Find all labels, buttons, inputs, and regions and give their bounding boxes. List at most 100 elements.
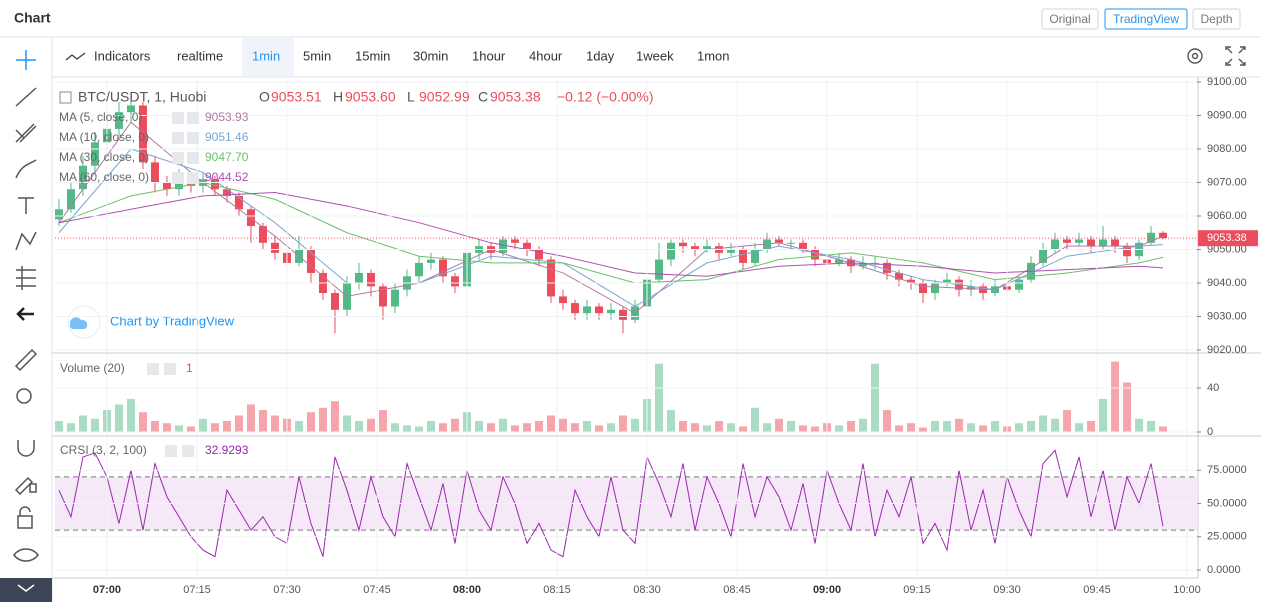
legend-settings[interactable] bbox=[172, 132, 184, 144]
candle-body bbox=[270, 242, 279, 253]
interval-button[interactable]: 5min bbox=[303, 48, 331, 63]
collapse-button[interactable] bbox=[0, 578, 52, 602]
interval-button[interactable]: 4hour bbox=[529, 48, 563, 63]
interval-button[interactable]: 1min bbox=[252, 48, 280, 63]
candle-body bbox=[78, 165, 87, 190]
candle-body bbox=[871, 262, 880, 264]
line-tool[interactable] bbox=[15, 87, 37, 107]
back-tool[interactable] bbox=[16, 307, 34, 321]
legend-collapse[interactable] bbox=[59, 91, 72, 104]
volume-bar bbox=[354, 421, 363, 432]
volume-bar bbox=[655, 363, 664, 432]
volume-bar bbox=[414, 426, 423, 432]
last-price-label: 9053.38 bbox=[1207, 232, 1247, 244]
candle-body bbox=[378, 286, 387, 307]
y-tick-label: 0.0000 bbox=[1207, 564, 1241, 576]
candle-body bbox=[799, 242, 808, 250]
interval-button[interactable]: 30min bbox=[413, 48, 448, 63]
zoom-tool[interactable] bbox=[16, 388, 32, 404]
y-tick-label: 9080.00 bbox=[1207, 143, 1247, 155]
y-tick-label: 9050.00 bbox=[1207, 243, 1247, 255]
x-tick-label: 08:45 bbox=[723, 584, 751, 596]
candle-body bbox=[943, 279, 952, 283]
legend-close[interactable] bbox=[187, 132, 199, 144]
candle-body bbox=[210, 179, 219, 190]
legend-close[interactable] bbox=[187, 112, 199, 124]
volume-bar bbox=[715, 421, 724, 432]
volume-bar bbox=[775, 418, 784, 432]
volume-bar bbox=[907, 423, 916, 432]
ma-line bbox=[58, 181, 1164, 284]
legend-settings[interactable] bbox=[165, 445, 177, 457]
text-tool[interactable] bbox=[18, 197, 34, 214]
legend-settings[interactable] bbox=[172, 112, 184, 124]
volume-bar bbox=[582, 421, 591, 432]
crosshair-tool[interactable] bbox=[16, 50, 36, 70]
header-button[interactable]: Original bbox=[1049, 12, 1090, 26]
volume-bar bbox=[1159, 426, 1168, 432]
candle-body bbox=[606, 309, 615, 314]
volume-bar bbox=[258, 410, 267, 432]
ma-legend-name: MA (5, close, 0) bbox=[59, 110, 142, 124]
fullscreen-icon[interactable] bbox=[1225, 46, 1246, 66]
candle-body bbox=[162, 182, 171, 190]
legend-close[interactable] bbox=[187, 172, 199, 184]
interval-button[interactable]: 1mon bbox=[697, 48, 730, 63]
ma-legend-value: 9051.46 bbox=[205, 130, 249, 144]
x-tick-label: 07:00 bbox=[93, 584, 121, 596]
candle-body bbox=[895, 272, 904, 280]
volume-legend-value: 1 bbox=[186, 361, 193, 375]
ruler-tool[interactable] bbox=[14, 348, 38, 372]
volume-bar bbox=[1087, 421, 1096, 432]
volume-bar bbox=[186, 426, 195, 432]
volume-bar bbox=[198, 418, 207, 432]
indicators-button[interactable]: Indicators bbox=[94, 48, 151, 63]
visibility-tool[interactable] bbox=[13, 548, 39, 562]
interval-button[interactable]: 1week bbox=[636, 48, 674, 63]
legend-settings[interactable] bbox=[172, 152, 184, 164]
x-tick-label: 07:45 bbox=[363, 584, 391, 596]
volume-bar bbox=[943, 421, 952, 432]
volume-bar bbox=[522, 423, 531, 432]
interval-button[interactable]: 1hour bbox=[472, 48, 506, 63]
x-tick-label: 07:30 bbox=[273, 584, 301, 596]
candle-body bbox=[703, 246, 712, 250]
fib-tool[interactable] bbox=[15, 123, 37, 143]
candle-body bbox=[931, 283, 940, 294]
volume-bar bbox=[1111, 361, 1120, 432]
interval-button[interactable]: 15min bbox=[355, 48, 390, 63]
candle-body bbox=[727, 249, 736, 253]
brush-tool[interactable] bbox=[15, 159, 37, 179]
legend-settings[interactable] bbox=[147, 363, 159, 375]
candle-body bbox=[66, 189, 75, 210]
y-tick-label: 25.0000 bbox=[1207, 531, 1247, 543]
candle-body bbox=[534, 249, 543, 260]
header-button[interactable]: TradingView bbox=[1113, 12, 1179, 26]
header-button[interactable]: Depth bbox=[1200, 12, 1232, 26]
lock-tool[interactable] bbox=[17, 506, 33, 529]
legend-close[interactable] bbox=[187, 152, 199, 164]
candle-body bbox=[582, 306, 591, 314]
volume-bar bbox=[618, 415, 627, 432]
volume-bar bbox=[450, 418, 459, 432]
settings-icon[interactable] bbox=[1187, 48, 1203, 64]
y-tick-label: 9030.00 bbox=[1207, 310, 1247, 322]
legend-close[interactable] bbox=[182, 445, 194, 457]
lock-drawing-tool[interactable] bbox=[14, 476, 37, 496]
active-interval-bg bbox=[242, 38, 294, 76]
legend-settings[interactable] bbox=[172, 172, 184, 184]
legend-close[interactable] bbox=[164, 363, 176, 375]
volume-bar bbox=[390, 423, 399, 432]
volume-bar bbox=[1039, 415, 1048, 432]
prediction-tool[interactable] bbox=[16, 266, 36, 290]
volume-bar bbox=[474, 421, 483, 432]
interval-button[interactable]: 1day bbox=[586, 48, 615, 63]
interval-button[interactable]: realtime bbox=[177, 48, 223, 63]
candle-body bbox=[90, 142, 99, 166]
candle-body bbox=[883, 262, 892, 273]
volume-bar bbox=[486, 423, 495, 432]
volume-bar bbox=[246, 404, 255, 432]
volume-legend: Volume (20) bbox=[60, 361, 125, 375]
magnet-tool[interactable] bbox=[17, 440, 35, 457]
pattern-tool[interactable] bbox=[15, 231, 37, 251]
